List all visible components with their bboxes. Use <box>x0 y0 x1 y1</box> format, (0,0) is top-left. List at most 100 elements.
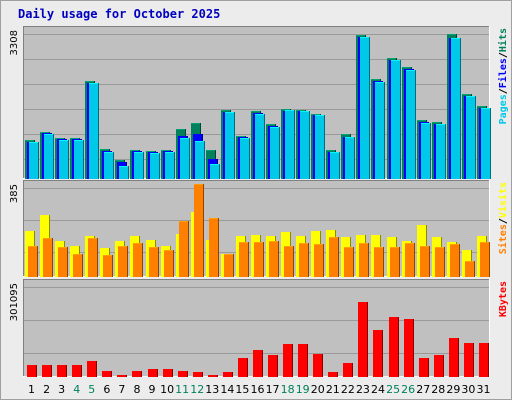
bar-sites-day-20 <box>314 244 324 277</box>
bar-pages-day-22 <box>345 137 355 179</box>
x-tick-label-day-21: 21 <box>326 383 340 396</box>
bar-sites-day-4 <box>73 254 83 277</box>
bar-kbytes-day-26 <box>404 319 414 377</box>
x-tick-label-day-27: 27 <box>416 383 430 396</box>
bar-kbytes-day-4 <box>72 365 82 377</box>
bar-sites-day-8 <box>133 243 143 277</box>
bar-pages-day-24 <box>375 82 385 179</box>
bar-kbytes-day-11 <box>178 371 188 377</box>
bar-kbytes-day-27 <box>419 358 429 377</box>
bar-pages-day-25 <box>391 60 401 179</box>
bar-pages-day-8 <box>134 152 144 179</box>
bar-sites-day-21 <box>329 237 339 277</box>
chart-title: Daily usage for October 2025 <box>18 7 221 21</box>
bar-pages-day-10 <box>165 152 175 179</box>
bar-sites-day-10 <box>164 250 174 277</box>
x-tick-label-day-1: 1 <box>28 383 35 396</box>
bar-kbytes-day-9 <box>148 369 158 377</box>
x-tick-label-day-2: 2 <box>43 383 50 396</box>
x-tick-label-day-25: 25 <box>386 383 400 396</box>
x-tick-label-day-4: 4 <box>73 383 80 396</box>
bar-sites-day-13 <box>209 218 219 277</box>
bar-kbytes-day-31 <box>479 343 489 377</box>
bar-pages-day-18 <box>285 110 295 179</box>
bar-pages-day-19 <box>300 111 310 179</box>
x-tick-label-day-24: 24 <box>371 383 385 396</box>
x-tick-label-day-14: 14 <box>220 383 234 396</box>
bar-pages-day-20 <box>315 115 325 179</box>
x-tick-label-day-19: 19 <box>296 383 310 396</box>
x-tick-label-day-6: 6 <box>103 383 110 396</box>
legend-separator: / <box>498 218 509 224</box>
bar-kbytes-day-2 <box>42 365 52 377</box>
legend-sites: Sites <box>497 224 509 254</box>
bar-sites-day-26 <box>405 243 415 277</box>
bar-pages-day-9 <box>150 153 160 179</box>
bar-kbytes-day-15 <box>238 358 248 377</box>
panel-1-legend: Pages/Files/Hits <box>497 28 509 124</box>
bar-sites-day-25 <box>390 247 400 277</box>
bar-sites-day-28 <box>435 247 445 277</box>
bar-pages-day-15 <box>240 138 250 179</box>
bar-pages-day-29 <box>451 38 461 179</box>
bar-kbytes-day-5 <box>87 361 97 377</box>
bar-pages-day-3 <box>59 140 69 179</box>
bar-sites-day-5 <box>88 238 98 277</box>
panel-2-legend: Sites/Visits <box>497 182 509 254</box>
x-tick-label-day-7: 7 <box>118 383 125 396</box>
bar-pages-day-17 <box>270 127 280 179</box>
bar-sites-day-15 <box>239 242 249 277</box>
bar-pages-day-28 <box>436 124 446 179</box>
bar-pages-day-5 <box>89 83 99 179</box>
bar-kbytes-day-1 <box>27 365 37 377</box>
bar-kbytes-day-29 <box>449 338 459 377</box>
x-tick-label-day-31: 31 <box>476 383 490 396</box>
bar-pages-day-7 <box>119 166 129 179</box>
bar-kbytes-day-12 <box>193 372 203 377</box>
bar-kbytes-day-23 <box>358 302 368 377</box>
bar-kbytes-day-18 <box>283 344 293 377</box>
x-tick-label-day-28: 28 <box>431 383 445 396</box>
bar-kbytes-day-17 <box>268 355 278 377</box>
bar-kbytes-day-24 <box>373 330 383 377</box>
bar-pages-day-23 <box>360 37 370 179</box>
bar-pages-day-1 <box>29 142 39 179</box>
bar-sites-day-6 <box>103 255 113 277</box>
bar-sites-day-27 <box>420 246 430 277</box>
x-tick-label-day-5: 5 <box>88 383 95 396</box>
bar-kbytes-day-16 <box>253 350 263 377</box>
x-tick-label-day-3: 3 <box>58 383 65 396</box>
bar-sites-day-23 <box>359 243 369 277</box>
bar-sites-day-24 <box>374 247 384 277</box>
bar-sites-day-22 <box>344 247 354 277</box>
legend-visits: Visits <box>497 182 509 218</box>
legend-files: Files <box>497 58 509 88</box>
x-tick-label-day-26: 26 <box>401 383 415 396</box>
bar-pages-day-30 <box>466 96 476 179</box>
bar-kbytes-day-19 <box>298 344 308 377</box>
bar-kbytes-day-22 <box>343 363 353 377</box>
x-tick-label-day-17: 17 <box>266 383 280 396</box>
bar-pages-day-6 <box>104 152 114 179</box>
bar-sites-day-1 <box>28 246 38 277</box>
bar-kbytes-day-6 <box>102 371 112 377</box>
bar-sites-day-16 <box>254 242 264 277</box>
bar-pages-day-11 <box>180 138 190 179</box>
bar-kbytes-day-10 <box>163 369 173 377</box>
panel-2-ymax-label: 385 <box>9 184 20 203</box>
bar-sites-day-9 <box>149 247 159 277</box>
x-tick-label-day-11: 11 <box>175 383 189 396</box>
legend-pages: Pages <box>498 94 509 124</box>
bar-sites-day-31 <box>480 242 490 277</box>
bar-pages-day-21 <box>330 152 340 179</box>
x-tick-label-day-10: 10 <box>160 383 174 396</box>
bar-sites-day-18 <box>284 246 294 277</box>
legend-separator: / <box>498 88 509 94</box>
bar-kbytes-day-8 <box>132 371 142 377</box>
legend-hits: Hits <box>497 28 509 52</box>
x-tick-label-day-18: 18 <box>281 383 295 396</box>
bar-sites-day-12 <box>194 184 204 277</box>
bar-pages-day-14 <box>225 112 235 179</box>
x-tick-label-day-29: 29 <box>446 383 460 396</box>
